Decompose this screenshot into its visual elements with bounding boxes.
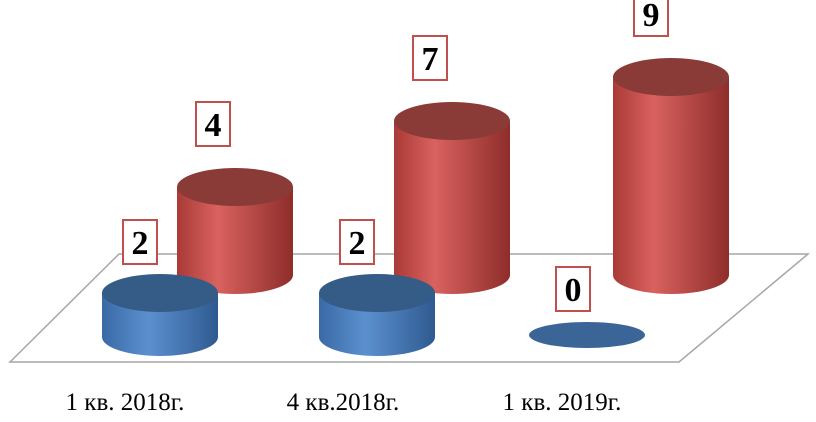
bar-top	[394, 102, 510, 140]
bar-blue-3	[529, 322, 645, 348]
data-label-text: 4	[205, 107, 222, 144]
bar-flat	[529, 322, 645, 348]
data-label: 4	[195, 101, 231, 147]
bar-top	[102, 274, 218, 312]
bar-top	[319, 274, 435, 312]
x-tick-label: 1 кв. 2018г.	[66, 389, 185, 416]
data-label-box	[339, 219, 375, 265]
data-label-text: 2	[132, 225, 149, 262]
data-label-box	[122, 219, 158, 265]
data-label-text: 9	[643, 0, 660, 34]
x-tick-label: 1 кв. 2019г.	[503, 389, 622, 416]
bar-blue-1	[102, 274, 218, 356]
bar-body	[613, 77, 729, 294]
data-label-box	[633, 0, 669, 37]
data-label-box	[195, 101, 231, 147]
bar-red-1	[177, 168, 293, 294]
bar-body	[394, 121, 510, 294]
data-label: 7	[412, 35, 448, 81]
bar-top	[613, 58, 729, 96]
data-label: 9	[633, 0, 669, 37]
bar-red-3	[613, 58, 729, 294]
data-label-text: 0	[565, 272, 582, 309]
data-label: 0	[555, 266, 591, 312]
data-label: 2	[122, 219, 158, 265]
labels-group: 4 7 9 2 2 0	[122, 0, 669, 312]
data-label: 2	[339, 219, 375, 265]
data-label-text: 2	[349, 225, 366, 262]
bar-blue-2	[319, 274, 435, 356]
bar-top	[177, 168, 293, 206]
data-label-box	[555, 266, 591, 312]
data-label-text: 7	[422, 41, 439, 78]
category-axis: 1 кв. 2018г. 4 кв.2018г. 1 кв. 2019г.	[66, 389, 622, 416]
data-label-box	[412, 35, 448, 81]
x-tick-label: 4 кв.2018г.	[287, 389, 400, 416]
bar-body	[177, 187, 293, 294]
bars-group	[102, 58, 729, 356]
bar-red-2	[394, 102, 510, 294]
